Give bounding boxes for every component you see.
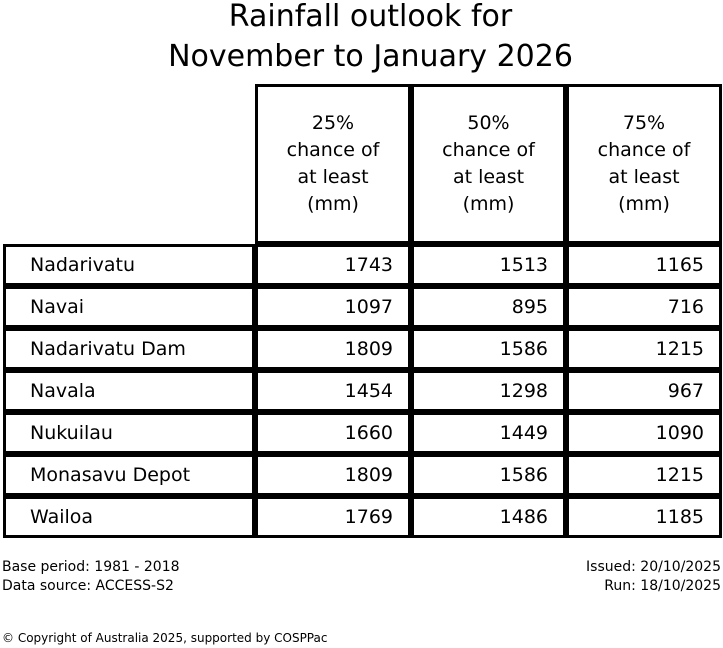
base-period-text: Base period: 1981 - 2018 [2, 559, 180, 575]
value-25pct: 1809 [255, 328, 411, 370]
page-title: Rainfall outlook for November to January… [9, 0, 723, 77]
value-50pct: 1298 [411, 370, 566, 412]
value-75pct: 1090 [566, 412, 722, 454]
value-75pct: 1215 [566, 454, 722, 496]
value-25pct: 1097 [255, 286, 411, 328]
header-row: 25% chance of at least (mm) 50% chance o… [3, 84, 722, 244]
footer-right: Issued: 20/10/2025 Run: 18/10/2025 [586, 558, 721, 596]
value-75pct: 967 [566, 370, 722, 412]
value-75pct: 1215 [566, 328, 722, 370]
station-name: Navala [3, 370, 255, 412]
table-row: Nukuilau 1660 1449 1090 [3, 412, 722, 454]
station-name: Monasavu Depot [3, 454, 255, 496]
value-25pct: 1743 [255, 244, 411, 286]
page-title-line1: Rainfall outlook for [228, 0, 513, 34]
corner-cell [3, 84, 255, 244]
table-row: Wailoa 1769 1486 1185 [3, 496, 722, 538]
value-50pct: 1586 [411, 454, 566, 496]
value-75pct: 1185 [566, 496, 722, 538]
table-row: Nadarivatu 1743 1513 1165 [3, 244, 722, 286]
value-25pct: 1454 [255, 370, 411, 412]
table-row: Navai 1097 895 716 [3, 286, 722, 328]
issued-date-text: Issued: 20/10/2025 [586, 559, 721, 575]
copyright-text: © Copyright of Australia 2025, supported… [2, 631, 328, 645]
value-50pct: 1586 [411, 328, 566, 370]
station-name: Wailoa [3, 496, 255, 538]
column-header-25pct: 25% chance of at least (mm) [255, 84, 411, 244]
table-row: Monasavu Depot 1809 1586 1215 [3, 454, 722, 496]
data-source-text: Data source: ACCESS-S2 [2, 578, 174, 594]
footer-left: Base period: 1981 - 2018 Data source: AC… [2, 558, 180, 596]
column-header-50pct: 50% chance of at least (mm) [411, 84, 566, 244]
value-50pct: 1513 [411, 244, 566, 286]
value-25pct: 1660 [255, 412, 411, 454]
value-50pct: 1449 [411, 412, 566, 454]
station-name: Navai [3, 286, 255, 328]
table-row: Navala 1454 1298 967 [3, 370, 722, 412]
table-row: Nadarivatu Dam 1809 1586 1215 [3, 328, 722, 370]
value-25pct: 1809 [255, 454, 411, 496]
station-name: Nadarivatu Dam [3, 328, 255, 370]
value-50pct: 1486 [411, 496, 566, 538]
value-25pct: 1769 [255, 496, 411, 538]
column-header-75pct: 75% chance of at least (mm) [566, 84, 722, 244]
value-75pct: 1165 [566, 244, 722, 286]
station-name: Nadarivatu [3, 244, 255, 286]
station-name: Nukuilau [3, 412, 255, 454]
rainfall-outlook-table: 25% chance of at least (mm) 50% chance o… [3, 84, 722, 538]
run-date-text: Run: 18/10/2025 [604, 578, 721, 594]
value-75pct: 716 [566, 286, 722, 328]
value-50pct: 895 [411, 286, 566, 328]
page-title-line2: November to January 2026 [168, 39, 573, 74]
